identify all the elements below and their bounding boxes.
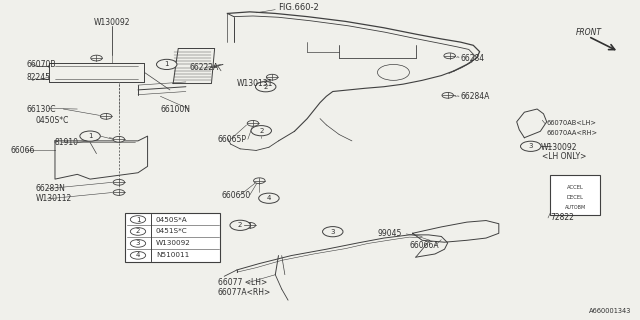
- Text: 2: 2: [238, 222, 243, 228]
- Text: 66284: 66284: [461, 53, 484, 62]
- Text: 3: 3: [529, 143, 533, 149]
- Text: FRONT: FRONT: [575, 28, 602, 37]
- Circle shape: [253, 178, 265, 184]
- Circle shape: [80, 131, 100, 141]
- Text: 66222A: 66222A: [189, 63, 218, 72]
- Text: 2: 2: [264, 84, 268, 90]
- Text: 3: 3: [136, 240, 140, 246]
- Text: 66100N: 66100N: [161, 105, 190, 114]
- Text: N510011: N510011: [156, 252, 189, 258]
- Text: 4: 4: [136, 252, 140, 258]
- FancyBboxPatch shape: [125, 213, 220, 262]
- Text: 1: 1: [88, 133, 92, 139]
- Circle shape: [251, 125, 271, 136]
- Circle shape: [230, 220, 250, 230]
- Text: <LH ONLY>: <LH ONLY>: [542, 152, 587, 161]
- Text: 66070B: 66070B: [26, 60, 56, 69]
- Text: 72822: 72822: [550, 213, 574, 222]
- Circle shape: [157, 59, 177, 69]
- Text: W130112: W130112: [36, 194, 72, 204]
- Text: 2: 2: [136, 228, 140, 235]
- Circle shape: [131, 216, 146, 223]
- Circle shape: [442, 92, 454, 98]
- Text: 66070AA<RH>: 66070AA<RH>: [547, 130, 598, 136]
- Text: 0450S*A: 0450S*A: [156, 217, 188, 222]
- Text: 2: 2: [259, 128, 264, 134]
- Circle shape: [323, 227, 343, 237]
- Circle shape: [113, 136, 125, 142]
- FancyBboxPatch shape: [550, 175, 600, 215]
- Circle shape: [131, 252, 146, 259]
- Circle shape: [91, 55, 102, 61]
- Text: W130092: W130092: [156, 240, 191, 246]
- Circle shape: [113, 190, 125, 196]
- Circle shape: [113, 180, 125, 185]
- Text: A660001343: A660001343: [589, 308, 632, 314]
- Circle shape: [259, 193, 279, 203]
- Text: FIG.660-2: FIG.660-2: [278, 3, 319, 12]
- Text: 66283N: 66283N: [36, 184, 66, 193]
- Text: W130092: W130092: [540, 143, 577, 152]
- Text: ACCEL: ACCEL: [567, 185, 584, 189]
- Text: 66066A: 66066A: [410, 241, 439, 250]
- Text: 660650: 660650: [221, 190, 250, 200]
- Text: 0450S*C: 0450S*C: [36, 116, 69, 125]
- Text: 82245: 82245: [26, 73, 50, 82]
- Circle shape: [255, 82, 276, 92]
- Circle shape: [444, 53, 456, 59]
- Circle shape: [131, 228, 146, 235]
- Text: 66077A<RH>: 66077A<RH>: [218, 288, 271, 297]
- Text: 4: 4: [267, 195, 271, 201]
- Text: 66065P: 66065P: [218, 135, 247, 144]
- Text: 1: 1: [164, 61, 169, 68]
- Text: W130092: W130092: [94, 19, 131, 28]
- Text: 66077 <LH>: 66077 <LH>: [218, 278, 267, 287]
- Text: DECEL: DECEL: [567, 195, 584, 200]
- Text: 81910: 81910: [55, 138, 79, 147]
- Circle shape: [520, 141, 541, 151]
- Text: 66130C: 66130C: [26, 105, 56, 114]
- Circle shape: [244, 222, 255, 228]
- Text: AUTOBM: AUTOBM: [565, 205, 586, 210]
- Circle shape: [266, 74, 278, 80]
- Circle shape: [247, 121, 259, 126]
- Circle shape: [100, 114, 112, 119]
- Text: 66070AB<LH>: 66070AB<LH>: [547, 120, 596, 126]
- Text: 99045: 99045: [378, 229, 402, 238]
- Text: 1: 1: [136, 217, 140, 222]
- Text: 66284A: 66284A: [461, 92, 490, 101]
- Text: W130131: W130131: [237, 79, 273, 88]
- Circle shape: [131, 240, 146, 247]
- Text: 66066: 66066: [10, 146, 35, 155]
- Text: 3: 3: [330, 229, 335, 235]
- Text: 0451S*C: 0451S*C: [156, 228, 188, 235]
